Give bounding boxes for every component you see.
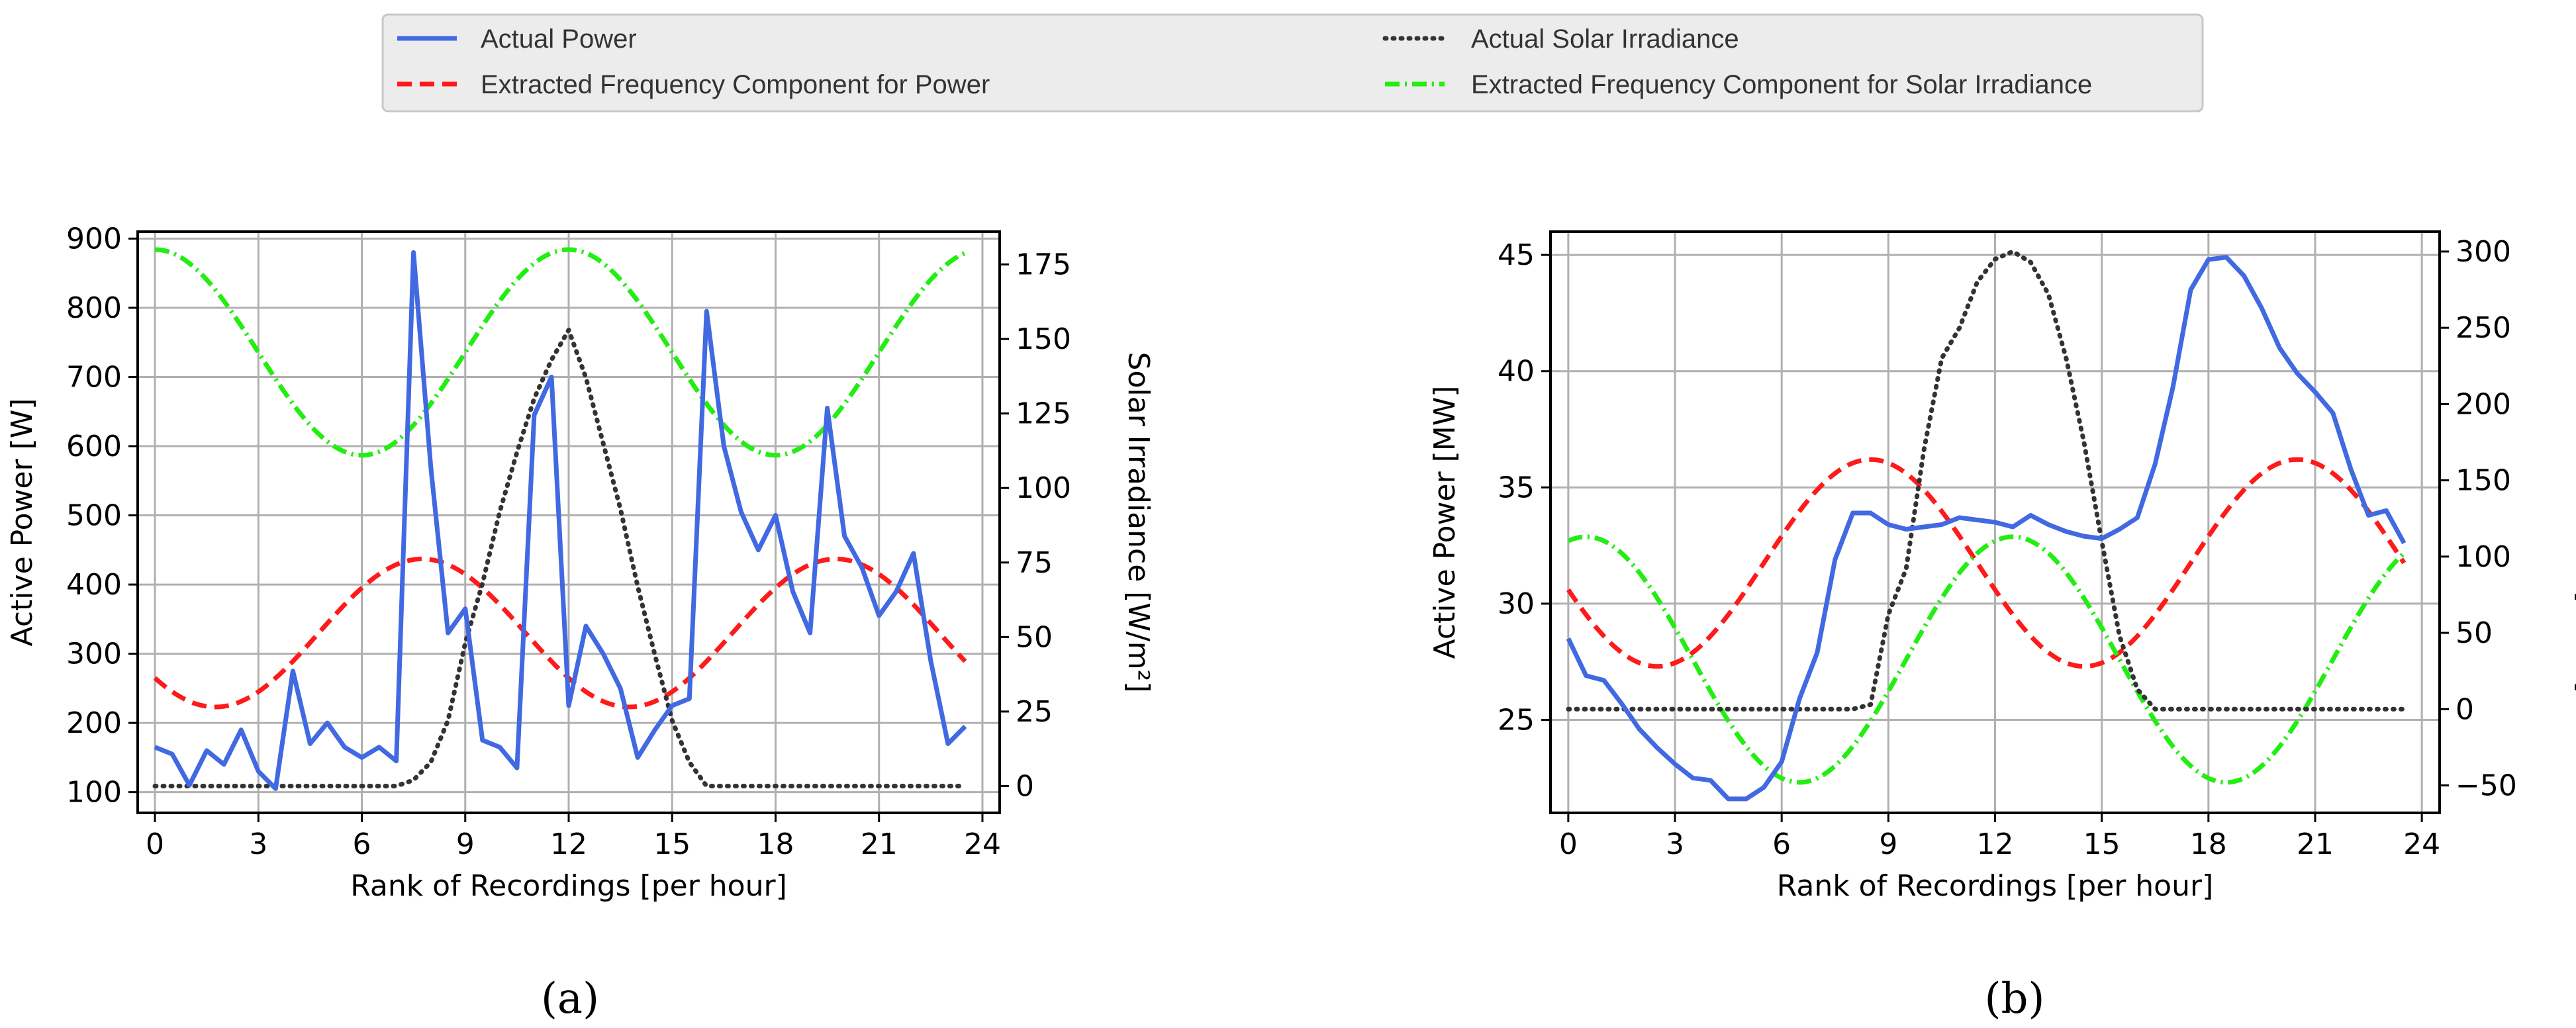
x-tick-label: 24 <box>964 827 1001 861</box>
y2-tick-label: 300 <box>2456 235 2511 269</box>
y2-tick-label: 100 <box>2456 540 2511 574</box>
legend: Actual Power Actual Solar Irradiance Ext… <box>381 13 2204 113</box>
x-tick-label: 12 <box>550 827 587 861</box>
legend-label-actual-power: Actual Power <box>481 24 637 54</box>
y2-tick-label: 150 <box>2456 464 2511 498</box>
x-axis-label: Rank of Recordings [per hour] <box>1777 869 2213 903</box>
y-tick-label: 800 <box>66 291 122 325</box>
series-line-actual-power <box>1566 255 2407 802</box>
x-tick-label: 21 <box>2297 827 2334 861</box>
panel-label-b: (b) <box>1985 974 2045 1023</box>
x-axis-label: Rank of Recordings [per hour] <box>350 869 787 903</box>
y2-axis-label: Solar Irradiance [W/m²] <box>1121 352 1155 693</box>
series-line-actual-solar-irradiance <box>1566 249 2407 712</box>
legend-box <box>381 13 2204 113</box>
y-tick-label: 300 <box>66 637 122 671</box>
x-tick-label: 3 <box>1666 827 1684 861</box>
x-tick-label: 15 <box>653 827 691 861</box>
y2-tick-label: 75 <box>1016 546 1053 580</box>
series-line-extracted-frequency-component-for-power <box>1566 457 2407 669</box>
y2-tick-label: −50 <box>2456 769 2517 803</box>
y-tick-label: 600 <box>66 430 122 463</box>
y-tick-label: 400 <box>66 568 122 602</box>
y-tick-label: 35 <box>1498 471 1535 504</box>
y2-tick-label: 0 <box>2456 692 2474 726</box>
series-line-extracted-frequency-component-for-solar-irradiance <box>154 247 967 458</box>
y2-tick-label: 100 <box>1016 471 1071 505</box>
y-tick-label: 500 <box>66 499 122 533</box>
x-tick-label: 0 <box>1559 827 1578 861</box>
y-tick-label: 700 <box>66 361 122 395</box>
legend-label-solar-frequency: Extracted Frequency Component for Solar … <box>1471 70 2092 99</box>
x-tick-label: 18 <box>2190 827 2227 861</box>
y-axis-label: Active Power [W] <box>5 398 39 647</box>
legend-label-actual-solar-irradiance: Actual Solar Irradiance <box>1471 24 1739 54</box>
y2-tick-label: 25 <box>1016 695 1053 729</box>
chart-panel-b: 0 3 6 9 12 15 18 21 24 25 30 35 40 45 −50 0 50 100 150 200 2… <box>1428 230 2576 903</box>
x-tick-label: 6 <box>1772 827 1791 861</box>
legend-label-power-frequency: Extracted Frequency Component for Power <box>481 70 990 99</box>
y2-tick-label: 250 <box>2456 311 2511 345</box>
y-tick-label: 900 <box>66 222 122 256</box>
y2-tick-label: 150 <box>1016 322 1071 356</box>
y2-tick-label: 0 <box>1016 769 1034 803</box>
y-tick-label: 100 <box>66 776 122 810</box>
y-tick-label: 200 <box>66 706 122 740</box>
series-line-actual-solar-irradiance <box>152 328 968 788</box>
y-axis-label: Active Power [MW] <box>1428 386 1462 659</box>
x-tick-label: 6 <box>353 827 371 861</box>
x-tick-label: 9 <box>456 827 475 861</box>
x-tick-label: 3 <box>249 827 267 861</box>
y2-tick-label: 50 <box>2456 616 2493 650</box>
x-tick-label: 21 <box>861 827 898 861</box>
x-tick-label: 0 <box>146 827 164 861</box>
panel-label-a: (a) <box>541 974 599 1023</box>
series-line-actual-power <box>154 250 967 791</box>
y-tick-label: 45 <box>1498 238 1535 272</box>
y2-tick-label: 200 <box>2456 387 2511 421</box>
y2-tick-label: 175 <box>1016 248 1071 282</box>
y-tick-label: 30 <box>1498 587 1535 621</box>
y2-axis-label: Solar Irradiance [W/m²] <box>2571 352 2576 693</box>
x-tick-label: 12 <box>1977 827 2014 861</box>
x-tick-label: 18 <box>757 827 794 861</box>
chart-panel-a: 0 3 6 9 12 15 18 21 2410020030040050060070080090… <box>5 222 1155 903</box>
series-line-extracted-frequency-component-for-solar-irradiance <box>1567 534 2406 785</box>
y-tick-label: 40 <box>1498 355 1535 389</box>
y2-tick-label: 50 <box>1016 620 1053 654</box>
y-tick-label: 25 <box>1498 704 1535 737</box>
x-tick-label: 24 <box>2403 827 2440 861</box>
x-tick-label: 15 <box>2083 827 2121 861</box>
x-tick-label: 9 <box>1879 827 1897 861</box>
y2-tick-label: 125 <box>1016 397 1071 431</box>
